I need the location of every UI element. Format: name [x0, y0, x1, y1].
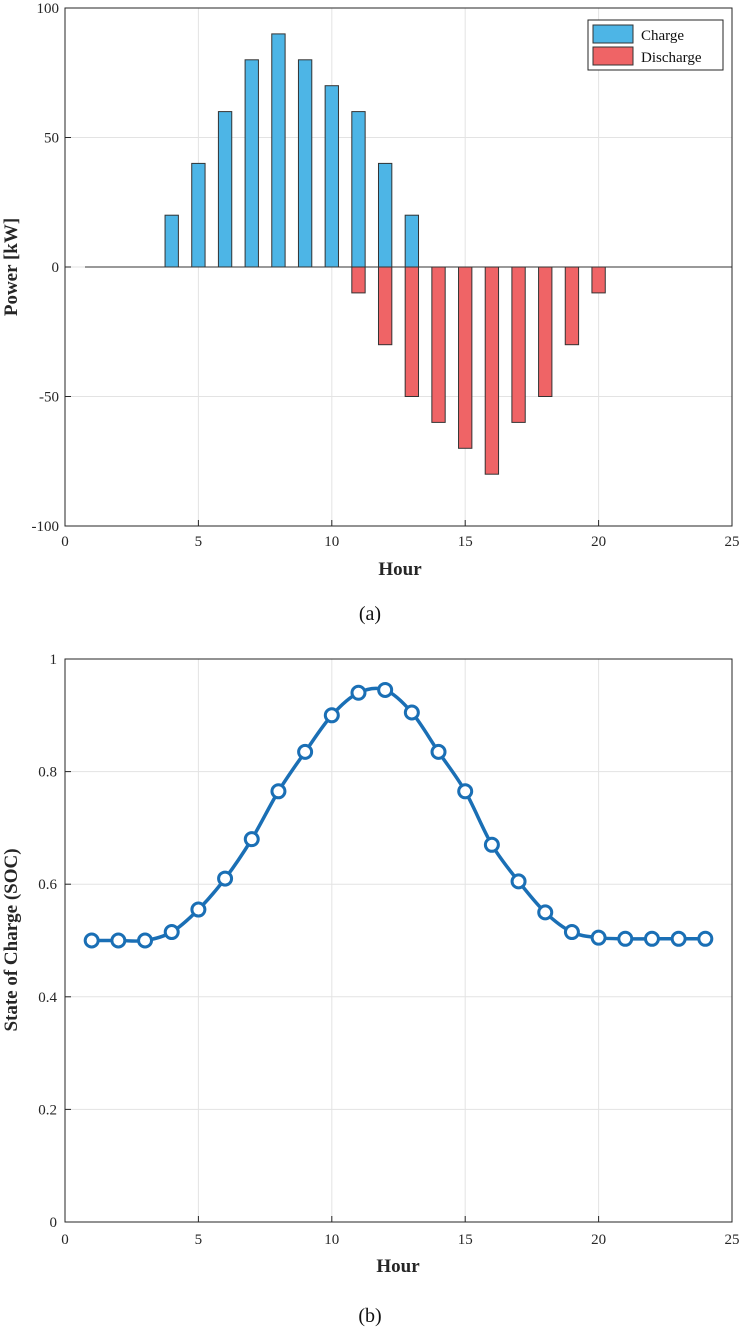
soc-point — [617, 930, 634, 947]
charge-bar — [217, 111, 233, 268]
soc-point — [350, 684, 367, 701]
y-tick-label: 0.4 — [38, 990, 57, 1006]
soc-point — [590, 929, 607, 946]
caption-a: (a) — [359, 603, 381, 625]
charge-bar — [377, 162, 393, 268]
discharge-bar — [431, 266, 446, 423]
discharge-bar — [538, 266, 553, 397]
charge-bar — [351, 111, 366, 268]
bars-a — [164, 33, 606, 475]
charge-bar — [324, 85, 339, 268]
legend-label-discharge: Discharge — [641, 50, 702, 66]
legend-swatch-charge — [592, 24, 634, 44]
ticks-b: 0 5 10 15 20 25 0 0.2 0.4 0.6 0.8 1 — [38, 652, 739, 1248]
legend: Charge Discharge — [587, 19, 724, 71]
soc-point — [643, 930, 660, 947]
soc-point — [377, 681, 394, 698]
y-tick-label: 50 — [44, 131, 59, 147]
x-tick-label: 15 — [458, 534, 473, 550]
soc-point — [163, 924, 180, 941]
soc-point — [537, 904, 554, 921]
x-tick-label: 0 — [61, 1232, 69, 1248]
soc-point — [483, 836, 500, 853]
soc-chart: 0 5 10 15 20 25 0 0.2 0.4 0.6 0.8 1 Hour State of C… — [1, 652, 740, 1327]
soc-markers — [83, 681, 714, 949]
y-tick-label: 0.8 — [38, 765, 57, 781]
ticks-a: 0 5 10 15 20 25 -100 -50 0 50 100 — [32, 1, 740, 550]
discharge-bar — [591, 266, 606, 294]
soc-point — [270, 783, 287, 800]
legend-swatch-discharge — [592, 46, 634, 66]
soc-point — [297, 743, 314, 760]
soc-point — [457, 783, 474, 800]
caption-b: (b) — [358, 1305, 381, 1327]
charge-bar — [297, 59, 313, 268]
discharge-bar — [511, 266, 526, 423]
discharge-bar — [351, 266, 366, 294]
soc-point — [403, 704, 420, 721]
discharge-bar — [564, 266, 580, 346]
soc-point — [217, 870, 234, 887]
soc-point — [110, 932, 127, 949]
soc-point — [323, 707, 340, 724]
y-tick-label: -50 — [39, 390, 59, 406]
x-tick-label: 5 — [195, 534, 203, 550]
soc-point — [670, 930, 687, 947]
discharge-bar — [377, 266, 393, 346]
soc-point — [510, 873, 527, 890]
soc-point — [243, 831, 260, 848]
y-axis-label-a: Power [kW] — [1, 218, 22, 316]
x-tick-label: 5 — [195, 1232, 203, 1248]
y-tick-label: 0 — [52, 260, 60, 276]
y-axis-label-b: State of Charge (SOC) — [1, 848, 22, 1031]
axes-box-b — [64, 658, 733, 1223]
charge-bar — [164, 214, 179, 268]
y-tick-label: 0.6 — [38, 877, 57, 893]
charge-bar — [191, 162, 206, 268]
soc-point — [697, 930, 714, 947]
y-tick-label: 0.2 — [38, 1102, 57, 1118]
discharge-bar — [484, 266, 500, 475]
soc-point — [430, 743, 447, 760]
x-tick-label: 20 — [591, 1232, 606, 1248]
soc-point — [563, 924, 580, 941]
y-tick-label: 0 — [50, 1215, 58, 1231]
x-tick-label: 15 — [458, 1232, 473, 1248]
y-tick-label: 1 — [50, 652, 58, 668]
discharge-bar — [458, 266, 473, 449]
soc-point — [190, 901, 207, 918]
soc-point — [83, 932, 100, 949]
charge-bar — [271, 33, 286, 268]
soc-point — [137, 932, 154, 949]
discharge-bar — [404, 266, 420, 397]
x-axis-label-a: Hour — [378, 559, 422, 580]
y-tick-label: -100 — [32, 519, 60, 535]
charge-bar — [404, 214, 420, 268]
x-tick-label: 10 — [324, 1232, 339, 1248]
x-axis-label-b: Hour — [376, 1256, 420, 1277]
x-tick-label: 10 — [324, 534, 339, 550]
x-tick-label: 0 — [61, 534, 69, 550]
charge-bar — [244, 59, 259, 268]
legend-label-charge: Charge — [641, 28, 684, 44]
x-tick-label: 20 — [591, 534, 606, 550]
x-tick-label: 25 — [725, 1232, 740, 1248]
y-tick-label: 100 — [37, 1, 60, 17]
x-tick-label: 25 — [725, 534, 740, 550]
